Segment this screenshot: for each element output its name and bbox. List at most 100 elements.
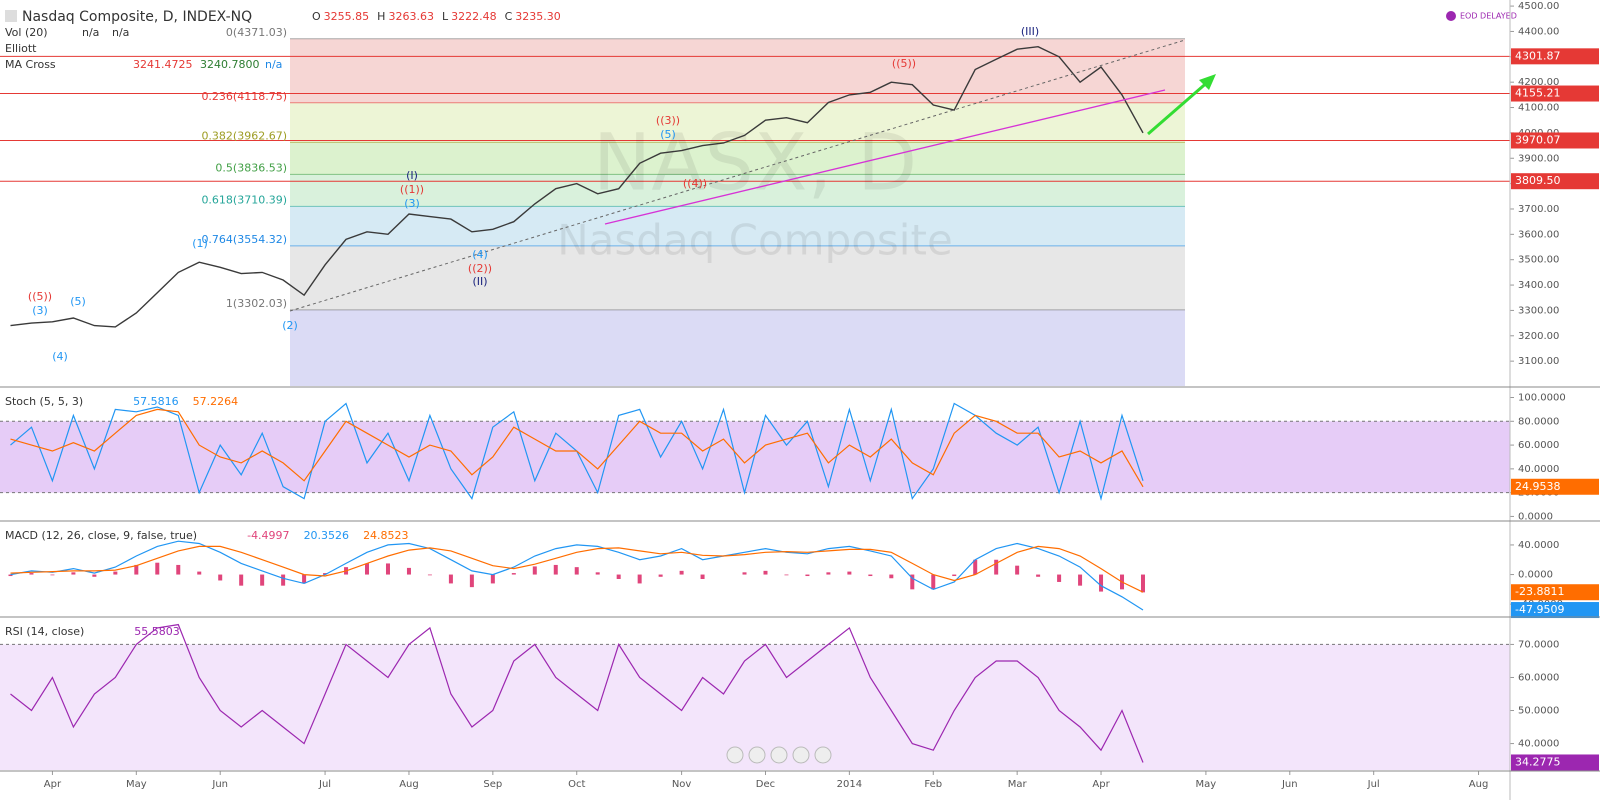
histogram-bar <box>553 564 558 575</box>
watermark: NASX, D <box>593 118 917 208</box>
status-label: EOD DELAYED <box>1460 12 1517 21</box>
indicator-name: Vol (20) <box>5 26 48 39</box>
price-tag <box>1511 602 1599 619</box>
histogram-bar <box>1015 565 1020 575</box>
wave-label: (2) <box>282 319 298 332</box>
nav-button[interactable] <box>726 746 744 764</box>
wave-label: ((4)) <box>683 177 707 190</box>
fib-label: 0.764(3554.32) <box>201 233 287 246</box>
indicator-line <box>10 540 1144 611</box>
x-tick-label: Dec <box>756 779 775 790</box>
nav-button[interactable] <box>792 746 810 764</box>
indicator-value: 3240.7800 <box>200 58 260 71</box>
wave-label: (3) <box>404 197 420 210</box>
fib-band <box>290 206 1185 246</box>
y-tick-label: 3900.00 <box>1518 153 1559 164</box>
histogram-bar <box>910 574 915 590</box>
histogram-bar <box>742 572 747 575</box>
fib-label: 0(4371.03) <box>226 26 287 39</box>
mark-layer <box>8 45 1145 763</box>
ohlc-value: 3255.85 <box>324 10 370 23</box>
histogram-bar <box>511 573 516 575</box>
price-line <box>10 45 1144 328</box>
y-tick-label: 70.0000 <box>1518 639 1559 650</box>
label-layer: 3100.00 3200.00 3300.00 3400.00 3500.00 3600.… <box>5 1 1599 790</box>
histogram-bar <box>826 572 831 575</box>
ohlc-value: 3235.30 <box>515 10 561 23</box>
nav-button[interactable] <box>770 746 788 764</box>
histogram-bar <box>1036 574 1041 577</box>
indicator-line <box>10 623 1144 763</box>
nav-buttons[interactable] <box>726 746 832 764</box>
fib-label: 0.5(3836.53) <box>215 161 287 174</box>
y-tick-label: 50.0000 <box>1518 706 1559 717</box>
price-tag-label: -47.9509 <box>1515 603 1564 616</box>
band-layer: NASX, D Nasdaq Composite <box>0 38 1510 770</box>
ohlc-name: O <box>312 10 321 23</box>
y-tick-label: 4500.00 <box>1518 1 1559 12</box>
histogram-bar <box>574 567 579 575</box>
nav-button[interactable] <box>814 746 832 764</box>
wave-label: ((5)) <box>892 57 916 70</box>
fib-band <box>290 102 1185 143</box>
histogram-bar <box>365 563 370 575</box>
x-tick-label: Mar <box>1008 779 1028 790</box>
y-tick-label: 40.0000 <box>1518 739 1559 750</box>
y-tick-label: 3400.00 <box>1518 280 1559 291</box>
histogram-bar <box>385 563 390 575</box>
wave-label: ((3)) <box>656 114 680 127</box>
price-tag <box>1511 48 1599 65</box>
ohlc-name: L <box>442 10 449 23</box>
indicator-title: Stoch (5, 5, 3) <box>5 395 83 408</box>
x-tick-label: May <box>1196 779 1217 790</box>
ohlc-name: C <box>505 10 513 23</box>
histogram-bar <box>658 574 663 577</box>
indicator-name: Elliott <box>5 42 37 55</box>
histogram-bar <box>868 574 873 577</box>
indicator-line <box>10 545 1144 593</box>
wave-label: (4) <box>472 248 488 261</box>
fib-label: 0.382(3962.67) <box>201 129 287 142</box>
histogram-bar <box>805 574 810 577</box>
histogram-bar <box>197 571 202 575</box>
y-tick-label: 0.0000 <box>1518 511 1553 522</box>
fib-band <box>290 245 1185 310</box>
histogram-bar <box>176 564 181 575</box>
wave-label: (3) <box>32 304 48 317</box>
status-icon <box>1446 11 1456 21</box>
wave-label: ((2)) <box>468 262 492 275</box>
y-tick-label: 4400.00 <box>1518 26 1559 37</box>
price-tag-label: 34.2775 <box>1515 755 1561 768</box>
ohlc-value: 3222.48 <box>451 10 497 23</box>
ohlc-name: H <box>377 10 385 23</box>
histogram-bar <box>994 559 999 575</box>
nav-button[interactable] <box>748 746 766 764</box>
histogram-bar <box>71 572 76 575</box>
histogram-bar <box>260 574 265 586</box>
histogram-bar <box>595 572 600 575</box>
fib-label: 0.236(4118.75) <box>201 90 287 103</box>
indicator-line <box>10 408 1144 488</box>
price-tag <box>1511 132 1599 149</box>
histogram-bar <box>155 562 160 575</box>
histogram-bar <box>406 567 411 575</box>
histogram-bar <box>1099 574 1104 592</box>
histogram-bar <box>281 574 286 586</box>
x-tick-label: Jun <box>211 779 228 790</box>
legend-value: 55.5803 <box>134 625 180 638</box>
wave-label: ((5)) <box>28 290 52 303</box>
y-tick-label: 60.0000 <box>1518 672 1559 683</box>
price-tag-label: 4155.21 <box>1515 87 1561 100</box>
y-tick-label: 3600.00 <box>1518 229 1559 240</box>
histogram-bar <box>50 574 55 576</box>
band <box>0 421 1510 493</box>
indicator-value: n/a <box>82 26 99 39</box>
x-tick-label: Jun <box>1281 779 1298 790</box>
x-tick-label: 2014 <box>837 779 862 790</box>
histogram-bar <box>490 574 495 584</box>
x-tick-label: Oct <box>568 779 585 790</box>
indicator-value: n/a <box>112 26 129 39</box>
fib-band <box>290 142 1185 175</box>
